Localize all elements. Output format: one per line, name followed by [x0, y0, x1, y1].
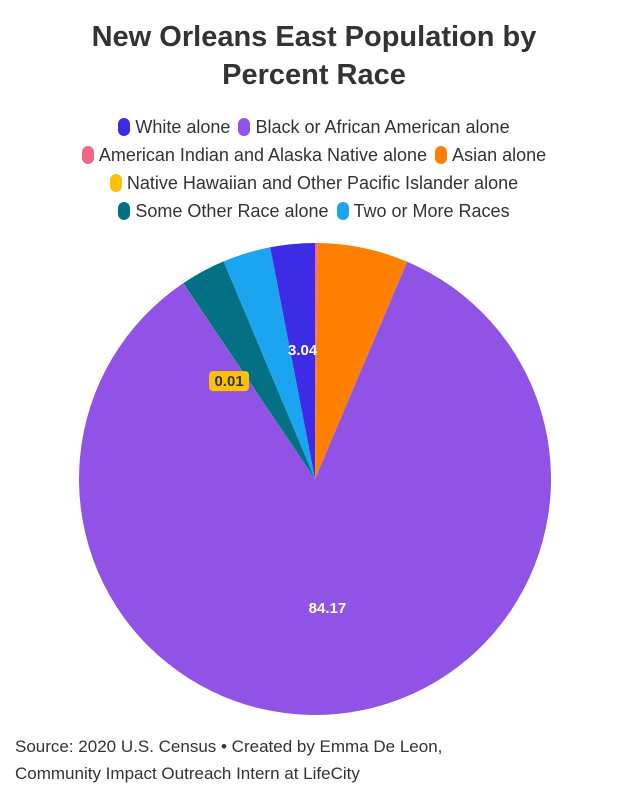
data-label: 3.04	[288, 342, 318, 359]
pie-slice[interactable]	[183, 261, 315, 479]
chart-title: New Orleans East Population by Percent R…	[0, 18, 628, 94]
legend-label: Two or More Races	[353, 200, 510, 221]
chart-title-line-2: Percent Race	[222, 59, 406, 91]
legend-item[interactable]: Black or African American alone	[238, 116, 510, 138]
data-label: 0.01	[214, 373, 243, 390]
legend-label: Asian alone	[452, 144, 547, 165]
legend-swatch	[435, 146, 448, 164]
data-label-background	[209, 371, 250, 392]
legend-row: White alone Black or African American alo…	[10, 113, 618, 141]
data-label: 84.17	[309, 600, 347, 617]
pie-slice[interactable]	[270, 243, 315, 479]
legend-swatch	[109, 174, 122, 192]
legend-swatch	[118, 202, 131, 220]
chart-title-line-1: New Orleans East Population by	[91, 21, 537, 53]
legend-swatch	[336, 202, 349, 220]
legend-swatch	[238, 118, 251, 136]
source-line-2: Community Impact Outreach Intern at Life…	[15, 764, 360, 783]
legend-item[interactable]: Two or More Races	[336, 200, 510, 222]
source-line-1: Source: 2020 U.S. Census • Created by Em…	[15, 737, 443, 756]
legend-label: Black or African American alone	[255, 116, 510, 137]
legend-item[interactable]: White alone	[118, 117, 230, 138]
pie-slice[interactable]	[223, 247, 315, 479]
legend-item[interactable]: American Indian and Alaska Native alone	[81, 144, 428, 166]
source-note: Source: 2020 U.S. Census • Created by Em…	[15, 733, 615, 787]
legend-item[interactable]: Some Other Race alone	[118, 200, 329, 222]
legend-label: Some Other Race alone	[135, 200, 329, 221]
pie-slice[interactable]	[315, 243, 408, 479]
legend-swatch	[118, 118, 131, 136]
legend-row: Some Other Race alone Two or More Races	[10, 197, 618, 225]
legend-label: American Indian and Alaska Native alone	[98, 144, 428, 165]
chart-legend: White alone Black or African American alo…	[10, 113, 618, 225]
pie-slice[interactable]	[79, 261, 552, 715]
legend-row: American Indian and Alaska Native alone A…	[10, 141, 618, 169]
legend-label: White alone	[135, 116, 231, 137]
legend-row: Native Hawaiian and Other Pacific Island…	[10, 169, 618, 197]
pie-slice[interactable]	[315, 243, 318, 479]
legend-swatch	[81, 146, 94, 164]
legend-label: Native Hawaiian and Other Pacific Island…	[126, 172, 519, 193]
legend-item[interactable]: Asian alone	[435, 145, 546, 166]
legend-item[interactable]: Native Hawaiian and Other Pacific Island…	[109, 172, 519, 194]
